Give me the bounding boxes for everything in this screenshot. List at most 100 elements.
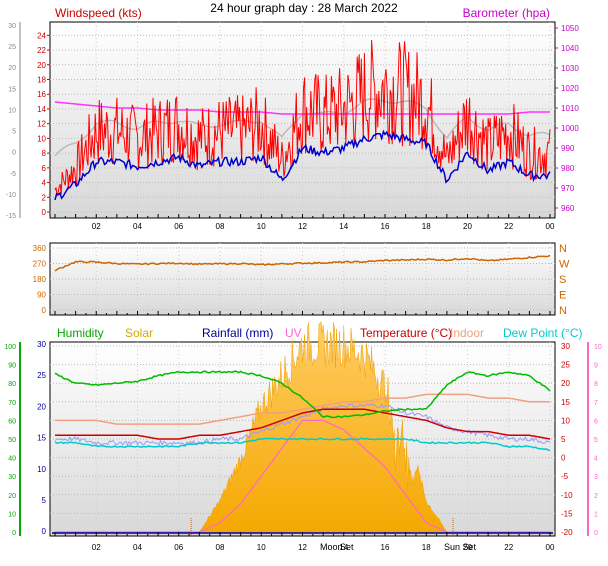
baro-line — [54, 101, 550, 115]
wind-direction-line — [54, 254, 551, 272]
uv-ytick-label: 10 — [594, 344, 602, 351]
wind-aux-tick-label: 10 — [8, 107, 16, 114]
uv-ytick-label: 7 — [594, 400, 598, 407]
legend-humidity: Humidity — [57, 326, 104, 340]
wind-aux-tick-label: 25 — [8, 44, 16, 51]
humidity-ytick-label: 90 — [8, 363, 16, 370]
baro-ytick-label: 980 — [561, 164, 575, 173]
annotation-sun-set: Sun Set — [444, 542, 477, 552]
uv-ytick-label: 1 — [594, 511, 598, 518]
uv-ytick-label: 0 — [594, 530, 598, 537]
annotation-moon: Moon — [320, 542, 343, 552]
rain-ytick-label: 0 — [42, 527, 47, 536]
rain-ytick-label: 15 — [37, 434, 46, 443]
temp-xtick-label: 00 — [546, 543, 555, 552]
humidity-ytick-label: 100 — [4, 344, 16, 351]
baro-ytick-label: 1040 — [561, 44, 579, 53]
humidity-ytick-label: 30 — [8, 474, 16, 481]
dir-ytick-label: 360 — [33, 244, 47, 253]
temp-xtick-label: 16 — [381, 543, 390, 552]
wind-aux-tick-label: 30 — [8, 23, 16, 30]
wind-ytick-label: 4 — [42, 179, 47, 188]
baro-ytick-label: 1000 — [561, 124, 579, 133]
wind-aux-tick-label: -10 — [6, 192, 16, 199]
dir-compass-label: E — [559, 290, 566, 302]
baro-ytick-label: 960 — [561, 204, 575, 213]
dir-compass-label: W — [559, 259, 570, 271]
indoor-line — [55, 393, 550, 425]
wind-xtick-label: 10 — [257, 222, 266, 231]
wind-ytick-label: 24 — [37, 31, 46, 40]
wind-xtick-label: 22 — [504, 222, 513, 231]
wind-ytick-label: 12 — [37, 120, 46, 129]
wind-ytick-label: 2 — [42, 193, 47, 202]
temp-xtick-label: 14 — [339, 543, 348, 552]
humidity-ytick-label: 20 — [8, 493, 16, 500]
wind-ytick-label: 14 — [37, 105, 46, 114]
wind-ytick-label: 22 — [37, 46, 46, 55]
baro-ytick-label: 1050 — [561, 24, 579, 33]
baro-axis-label: Barometer (hpa) — [463, 6, 550, 20]
baro-ytick-label: 990 — [561, 144, 575, 153]
legend-indoor: Indoor — [450, 326, 484, 340]
wind-avg-line — [54, 129, 551, 201]
wind-xtick-label: 04 — [133, 222, 142, 231]
temp-ytick-label: -10 — [561, 491, 573, 500]
dir-compass-label: S — [559, 274, 566, 286]
rain-ytick-label: 20 — [37, 402, 46, 411]
temp-ytick-label: -5 — [561, 472, 569, 481]
wind-xtick-label: 02 — [92, 222, 101, 231]
humidity-ytick-label: 0 — [12, 530, 16, 537]
wind-xtick-label: 18 — [422, 222, 431, 231]
legend-uv: UV — [285, 326, 302, 340]
baro-ytick-label: 1010 — [561, 104, 579, 113]
temp-ytick-label: 30 — [561, 342, 570, 351]
dir-compass-label: N — [559, 243, 567, 255]
wind-speed-line — [54, 39, 551, 197]
dir-ytick-label: 90 — [37, 291, 46, 300]
wind-aux-tick-label: 0 — [12, 150, 16, 157]
uv-ytick-label: 4 — [594, 456, 598, 463]
dir-compass-label: N — [559, 305, 567, 317]
uv-ytick-label: 5 — [594, 437, 598, 444]
wind-aux-tick-label: -15 — [6, 213, 16, 220]
temp-ytick-label: -20 — [561, 528, 573, 537]
temp-ytick-label: 20 — [561, 379, 570, 388]
temp-xtick-label: 08 — [216, 543, 225, 552]
uv-ytick-label: 2 — [594, 493, 598, 500]
wind-aux-tick-label: -5 — [10, 171, 16, 178]
annotation-set: Set — [340, 542, 354, 552]
temp-xtick-label: 12 — [298, 543, 307, 552]
rain-ytick-label: 25 — [37, 371, 46, 380]
wind-ytick-label: 16 — [37, 90, 46, 99]
dir-ytick-label: 0 — [42, 306, 47, 315]
legend-rainfall: Rainfall (mm) — [202, 326, 273, 340]
uv-ytick-label: 3 — [594, 474, 598, 481]
baro-ytick-label: 1020 — [561, 84, 579, 93]
temperature-line — [55, 408, 551, 440]
wind-xtick-label: 08 — [216, 222, 225, 231]
temp-xtick-label: 18 — [422, 543, 431, 552]
humidity-ytick-label: 40 — [8, 456, 16, 463]
dewpoint-line — [54, 437, 551, 452]
rain-ytick-label: 10 — [37, 465, 46, 474]
wind-aux-tick-label: 15 — [8, 86, 16, 93]
uv-ytick-label: 9 — [594, 363, 598, 370]
wind-xtick-label: 00 — [546, 222, 555, 231]
wind-ytick-label: 0 — [42, 208, 47, 217]
wind-ytick-label: 6 — [42, 164, 47, 173]
temp-xtick-label: 02 — [92, 543, 101, 552]
temp-ytick-label: 0 — [561, 454, 566, 463]
wind-xtick-label: 14 — [339, 222, 348, 231]
baro-ytick-label: 1030 — [561, 64, 579, 73]
temp-xtick-label: 22 — [504, 543, 513, 552]
dir-ytick-label: 180 — [33, 275, 47, 284]
wind-ytick-label: 10 — [37, 134, 46, 143]
legend-dewpoint: Dew Point (°C) — [503, 326, 582, 340]
temp-xtick-label: 10 — [257, 543, 266, 552]
temp-xtick-label: 20 — [463, 543, 472, 552]
humidity-ytick-label: 60 — [8, 418, 16, 425]
legend-temperature: Temperature (°C) — [360, 326, 452, 340]
temp-xtick-label: 06 — [174, 543, 183, 552]
